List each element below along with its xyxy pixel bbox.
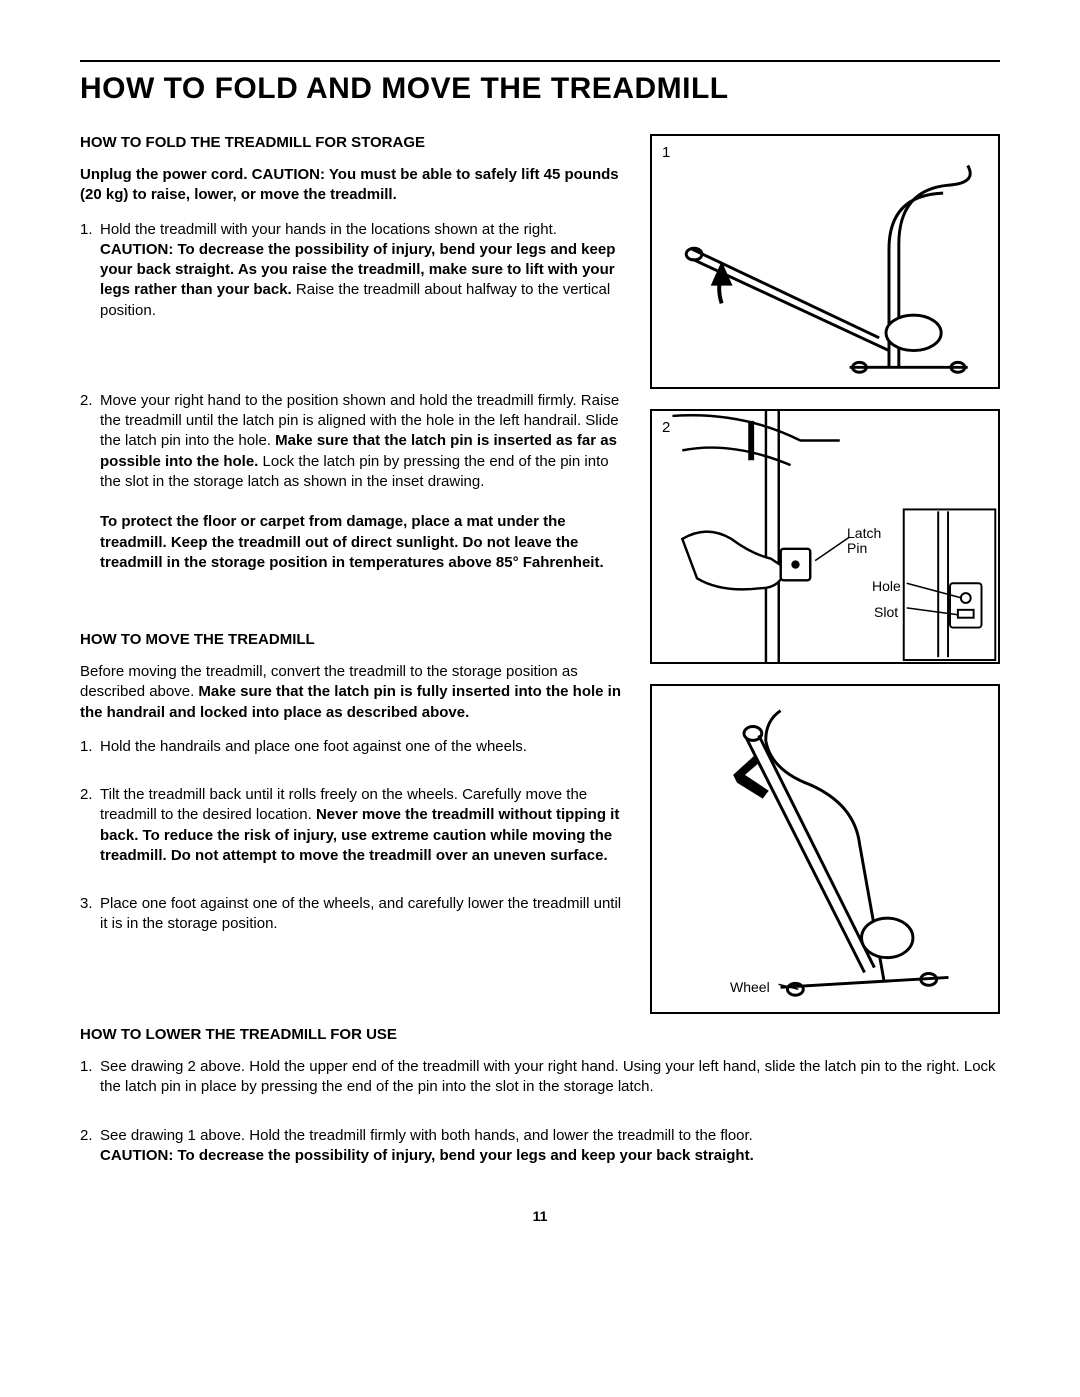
figure-1: 1 [650,134,1000,389]
text-run: See drawing 1 above. Hold the treadmill … [100,1127,753,1144]
latch-pin-illustration [652,411,998,662]
figure-column: 1 [650,134,1000,1014]
move-step-3: 3. Place one foot against one of the whe… [80,894,622,949]
fold-warning: Unplug the power cord. CAUTION: You must… [80,165,622,206]
label-latch-pin: Latch Pin [847,526,881,557]
step-number: 2. [80,1126,100,1181]
text-run: Hold the treadmill with your hands in th… [100,221,557,238]
step-text: Hold the treadmill with your hands in th… [100,220,622,321]
figure-number: 2 [662,419,670,436]
figure-2: 2 [650,409,1000,664]
figure-number: 1 [662,144,670,161]
step-text: Hold the handrails and place one foot ag… [100,737,527,757]
step-number: 1. [80,1057,100,1112]
move-intro: Before moving the treadmill, convert the… [80,662,622,723]
text-run-bold: CAUTION: To decrease the possibility of … [100,1147,754,1164]
treadmill-move-illustration [652,686,998,1012]
lower-steps: 1. See drawing 2 above. Hold the upper e… [80,1057,1000,1180]
manual-page: HOW TO FOLD AND MOVE THE TREADMILL HOW T… [0,0,1080,1397]
step-text: Move your right hand to the position sho… [100,391,622,573]
lower-heading: HOW TO LOWER THE TREADMILL FOR USE [80,1026,1000,1043]
text-column: HOW TO FOLD THE TREADMILL FOR STORAGE Un… [80,134,622,1014]
step-text: See drawing 2 above. Hold the upper end … [100,1057,1000,1098]
figure-3: Wheel [650,684,1000,1014]
label-slot: Slot [874,604,898,620]
step-number: 1. [80,737,100,771]
top-rule [80,60,1000,62]
label-hole: Hole [872,578,901,594]
step-number: 3. [80,894,100,949]
page-number: 11 [80,1208,1000,1224]
step-number: 2. [80,391,100,587]
move-step-2: 2. Tilt the treadmill back until it roll… [80,785,622,880]
treadmill-fold-illustration [652,136,998,387]
fold-heading: HOW TO FOLD THE TREADMILL FOR STORAGE [80,134,622,151]
move-step-1: 1. Hold the handrails and place one foot… [80,737,622,771]
move-steps: 1. Hold the handrails and place one foot… [80,737,622,949]
fold-step-1: 1. Hold the treadmill with your hands in… [80,220,622,335]
protect-note: To protect the floor or carpet from dama… [100,513,604,571]
page-title: HOW TO FOLD AND MOVE THE TREADMILL [80,72,1000,106]
step-text: Place one foot against one of the wheels… [100,894,622,935]
label-wheel: Wheel [730,979,770,995]
step-text: See drawing 1 above. Hold the treadmill … [100,1126,754,1167]
step-text: Tilt the treadmill back until it rolls f… [100,785,622,866]
fold-steps: 1. Hold the treadmill with your hands in… [80,220,622,588]
move-heading: HOW TO MOVE THE TREADMILL [80,631,622,648]
step-number: 2. [80,785,100,880]
lower-step-2: 2. See drawing 1 above. Hold the treadmi… [80,1126,1000,1181]
two-column-layout: HOW TO FOLD THE TREADMILL FOR STORAGE Un… [80,134,1000,1014]
lower-section: HOW TO LOWER THE TREADMILL FOR USE 1. Se… [80,1026,1000,1180]
step-number: 1. [80,220,100,335]
lower-step-1: 1. See drawing 2 above. Hold the upper e… [80,1057,1000,1112]
spacer [80,601,622,631]
fold-step-2: 2. Move your right hand to the position … [80,391,622,587]
